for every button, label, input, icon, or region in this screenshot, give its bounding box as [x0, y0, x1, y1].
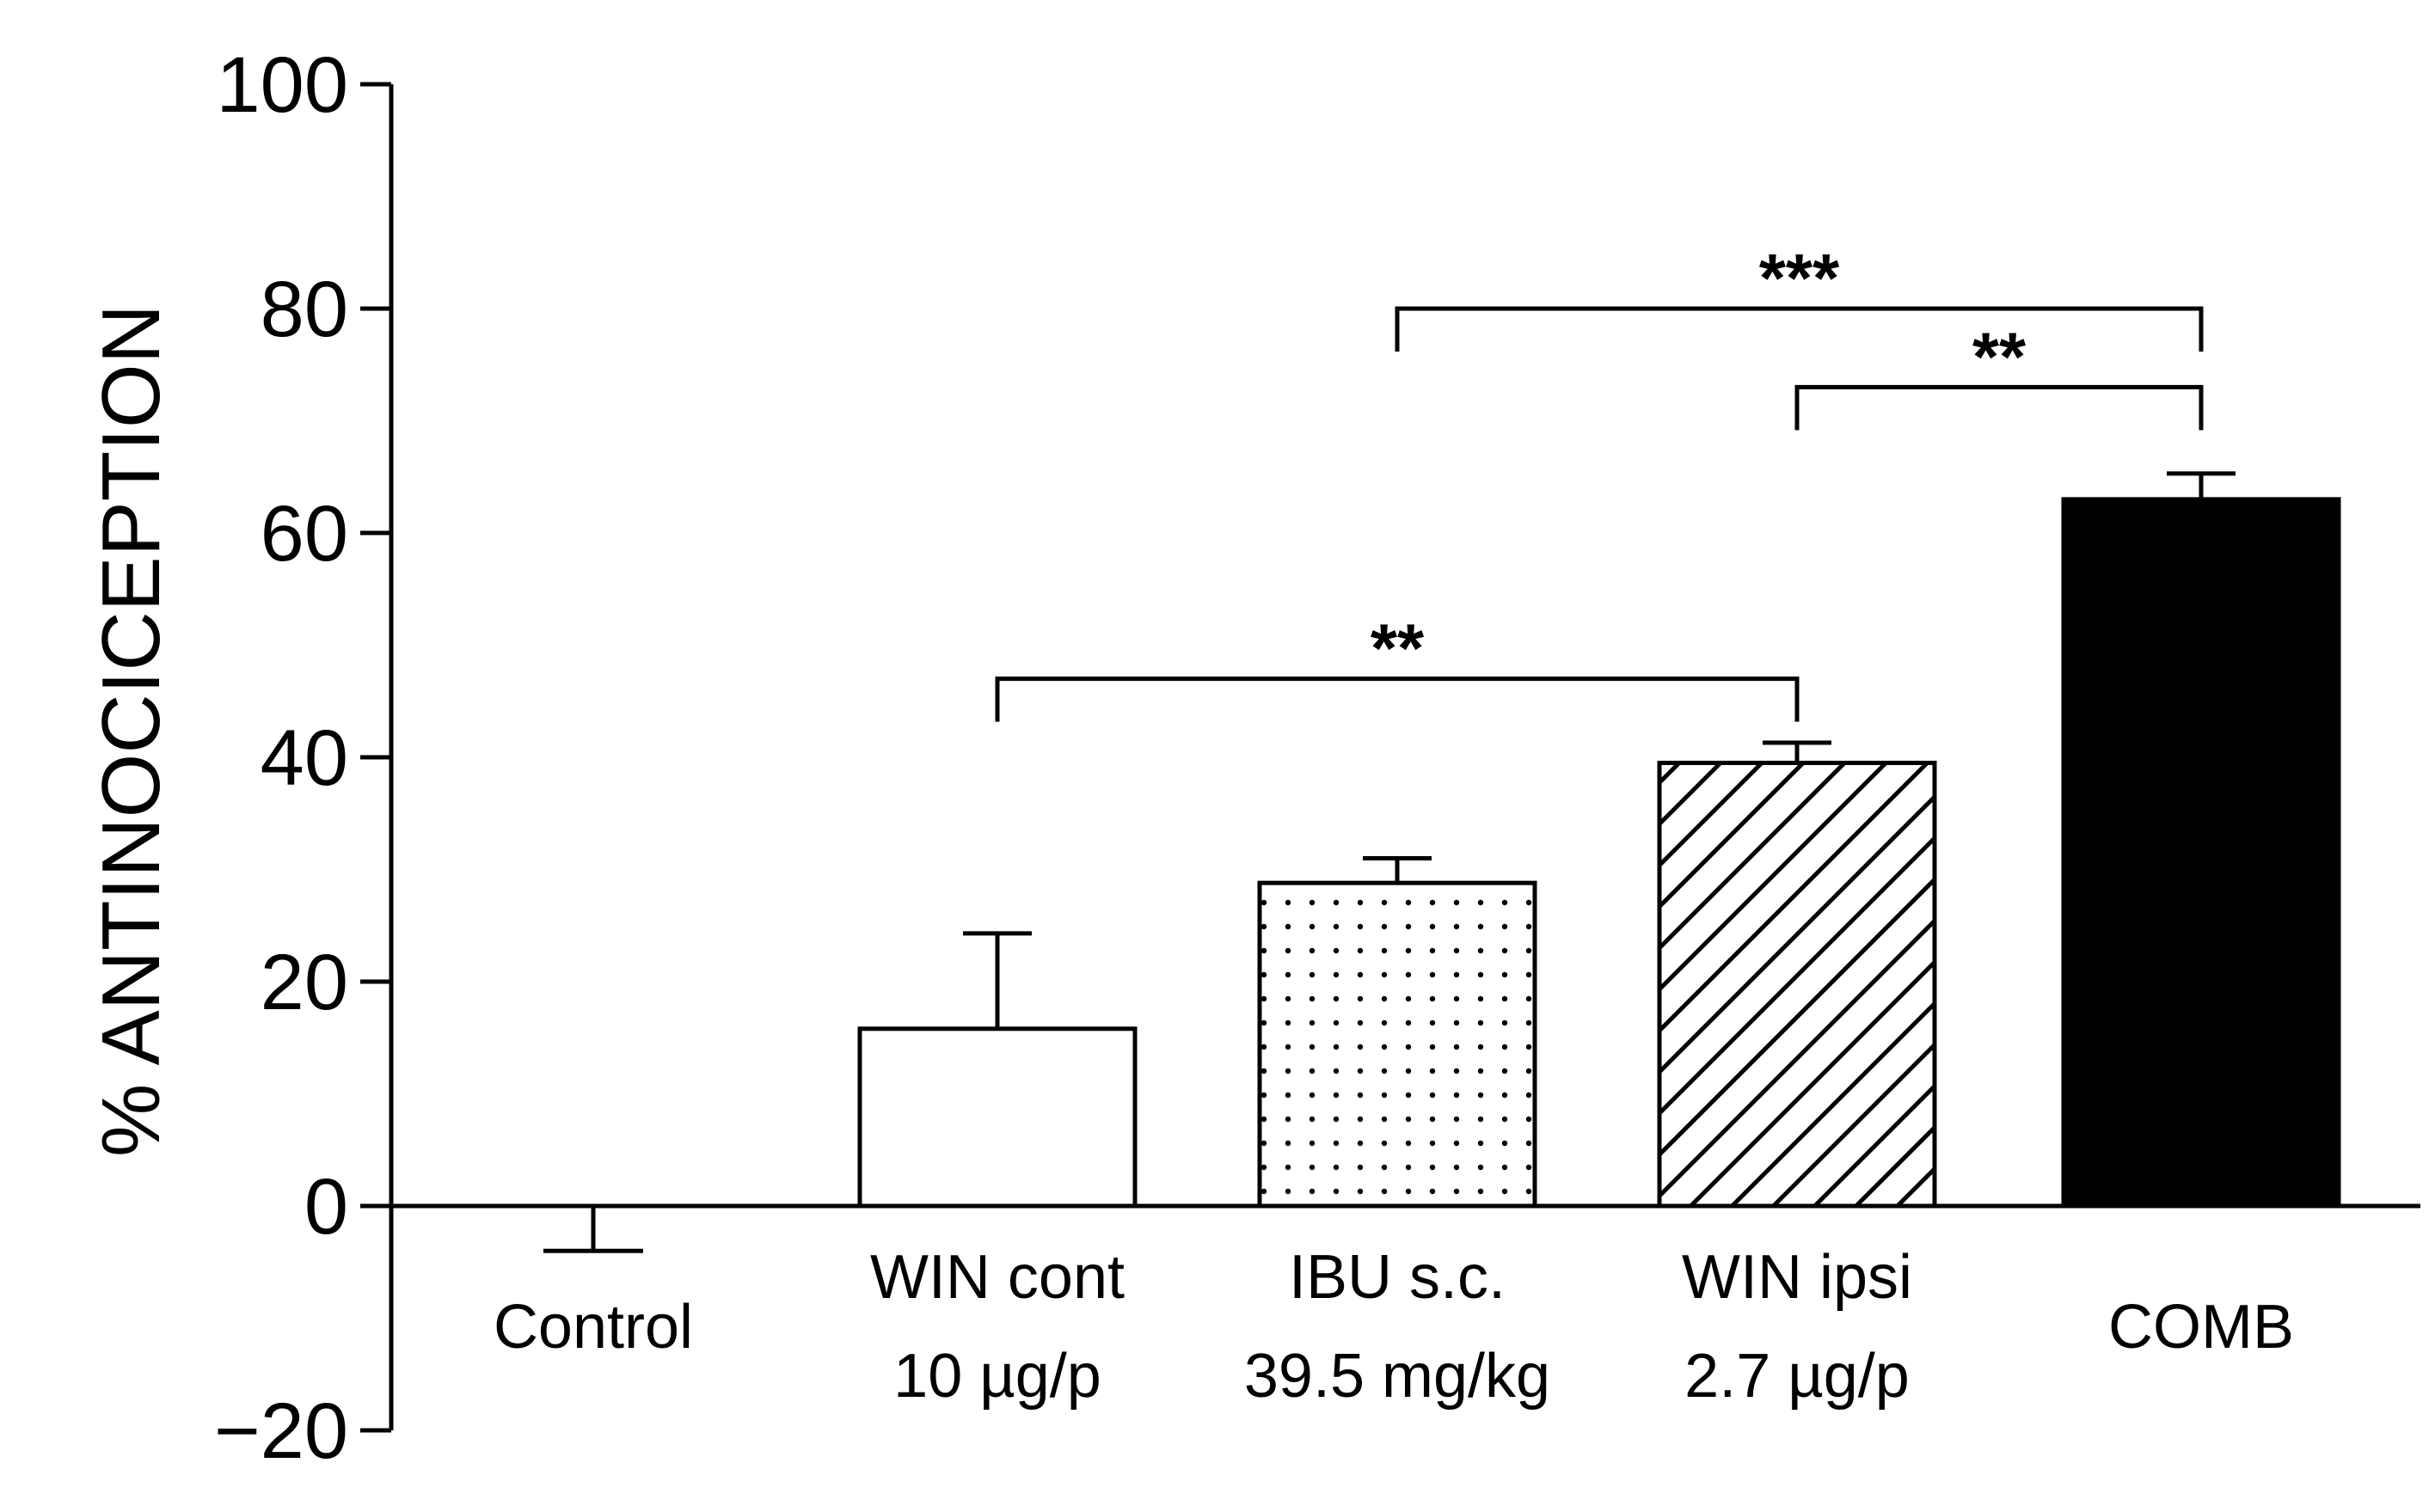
- axes: −20 0 20 40 60 80 100: [214, 41, 2420, 1475]
- category-label-line2: 39.5 mg/kg: [1244, 1342, 1550, 1411]
- y-tick-label: 40: [261, 714, 348, 802]
- bar: [1257, 880, 1537, 1209]
- category-label: Control: [494, 1293, 693, 1362]
- y-tick-label: 80: [261, 266, 348, 353]
- y-tick-label: 60: [261, 490, 348, 578]
- y-tick-label: 100: [217, 41, 349, 129]
- significance-label: **: [1371, 610, 1425, 687]
- y-tick-label: −20: [214, 1387, 348, 1475]
- category-label-line1: WIN cont: [870, 1243, 1125, 1312]
- y-tick-label: 0: [304, 1163, 348, 1251]
- category-label-line2: 10 µg/p: [893, 1342, 1101, 1411]
- error-bars: [543, 471, 2236, 1253]
- category-labels: Control WIN cont 10 µg/p IBU s.c. 39.5 mg/kg…: [494, 1243, 2294, 1411]
- significance-label: **: [1972, 318, 2027, 395]
- significance-bracket: [995, 676, 1800, 722]
- category-label-line2: 2.7 µg/p: [1684, 1342, 1910, 1411]
- bar: [857, 1026, 1138, 1209]
- category-label: COMB: [2108, 1293, 2294, 1362]
- y-axis-label: % ANTINOCICEPTION: [85, 304, 177, 1157]
- category-label-line1: IBU s.c.: [1289, 1243, 1506, 1312]
- significance-brackets: *******: [995, 240, 2204, 722]
- bars: [587, 497, 2341, 1209]
- significance-label: ***: [1759, 240, 1840, 316]
- significance-bracket: [1794, 384, 2204, 431]
- category-label-line1: WIN ipsi: [1682, 1243, 1912, 1312]
- y-tick-label: 20: [261, 939, 348, 1026]
- significance-bracket: [1395, 306, 2204, 352]
- bar: [2061, 497, 2341, 1209]
- bar: [1657, 761, 1937, 1209]
